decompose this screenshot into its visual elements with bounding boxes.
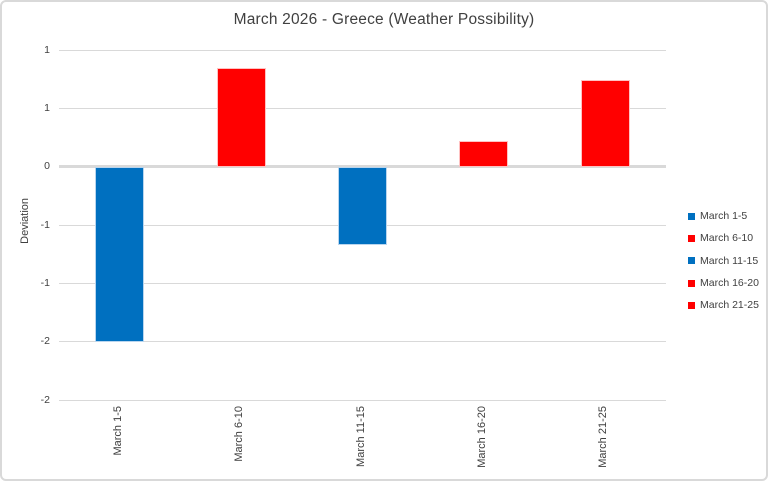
bar-march-1-5[interactable] [95,166,145,342]
legend-marker-icon [688,257,695,265]
bar-march-16-20[interactable] [459,141,509,167]
bar-march-6-10[interactable] [216,67,266,167]
x-axis-tick-label: March 1-5 [111,406,124,456]
gridline [59,107,666,109]
legend-marker-icon [688,234,695,242]
legend-label: March 11-15 [700,254,759,267]
gridline [59,399,666,401]
legend-item[interactable]: March 16-20 [688,272,759,294]
legend-label: March 16-20 [700,277,759,290]
x-axis-tick-label: March 21-25 [597,406,610,468]
legend-item[interactable]: March 6-10 [688,227,759,249]
x-axis-tick-label: March 11-15 [354,406,367,467]
legend-marker-icon [688,279,695,287]
legend-item[interactable]: March 1-5 [688,205,759,227]
legend-label: March 6-10 [700,232,754,245]
legend: March 1-5 March 6-10 March 11-15 March 16-2… [688,205,759,316]
y-axis-tick-label: 0 [44,160,50,173]
plot-area [59,49,666,401]
y-axis-tick-label: -1 [40,276,50,289]
y-axis-tick-label: -2 [40,335,50,348]
bar-march-21-25[interactable] [580,80,630,167]
y-axis: 1 1 0 -1 -1 -2 -2 [2,2,50,479]
gridline [59,341,666,343]
chart-title: March 2026 - Greece (Weather Possibility… [233,11,535,28]
legend-marker-icon [688,212,695,220]
legend-item[interactable]: March 21-25 [688,294,759,316]
gridline [59,282,666,284]
y-axis-tick-label: -1 [40,218,50,231]
x-axis-tick-label: March 6-10 [233,406,246,462]
legend-label: March 1-5 [700,210,748,223]
gridline [59,49,666,51]
legend-marker-icon [688,301,695,309]
y-axis-tick-label: -2 [40,393,50,406]
y-axis-tick-label: 1 [44,101,50,114]
y-axis-tick-label: 1 [44,43,50,56]
bar-march-11-15[interactable] [338,166,387,245]
legend-item[interactable]: March 11-15 [688,250,759,272]
legend-label: March 21-25 [700,299,759,312]
x-axis-tick-label: March 16-20 [475,406,488,468]
